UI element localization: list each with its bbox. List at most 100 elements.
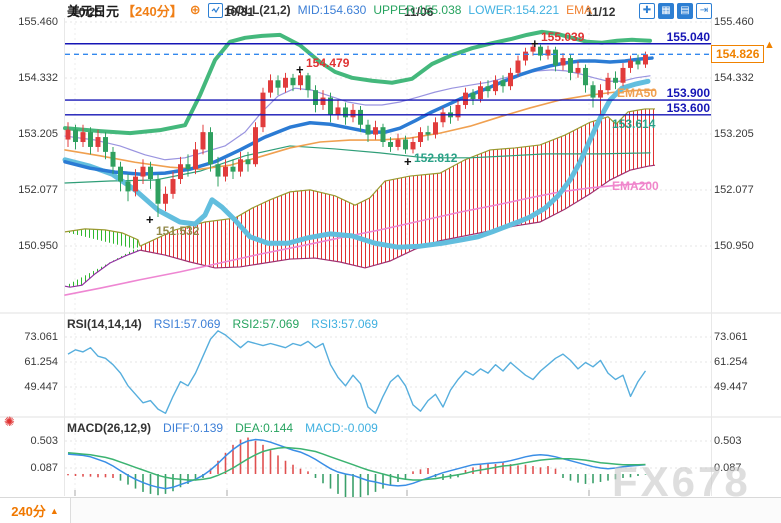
- level-price-label: 155.040: [666, 29, 710, 44]
- crosshair-marker: +: [531, 36, 539, 51]
- price-annotation: 152.812: [414, 151, 458, 165]
- y-axis-label: 73.061: [714, 331, 748, 343]
- candle-body: [215, 164, 221, 177]
- crosshair-marker: +: [296, 62, 304, 77]
- ema-indicator-label: EMA: [566, 3, 593, 17]
- candle-body: [155, 179, 161, 204]
- candle-body: [455, 104, 461, 118]
- symbol-title: 美元日元: [67, 3, 120, 19]
- rsi3-value: RSI3:57.069: [311, 317, 378, 331]
- y-axis-label: 61.254: [714, 356, 748, 368]
- candle-body: [178, 164, 183, 180]
- candle-body: [88, 132, 93, 147]
- candle-body: [553, 49, 558, 66]
- candle-body: [643, 54, 648, 65]
- period-selector-label: 240分: [11, 504, 46, 519]
- candle-body: [433, 122, 438, 135]
- grid-view-icon[interactable]: ▦: [658, 3, 674, 19]
- candle-body: [500, 80, 506, 87]
- price-annotation: 153.614: [612, 117, 656, 131]
- candle-body: [620, 67, 626, 83]
- scale-view-icon[interactable]: ▤: [677, 3, 693, 19]
- candle-body: [380, 127, 386, 143]
- candle-body: [343, 107, 348, 118]
- candle-body: [373, 127, 378, 135]
- candle-body: [320, 97, 326, 105]
- macd-params-label: MACD(26,12,9): [67, 421, 152, 435]
- y-axis-label: 61.254: [24, 356, 58, 368]
- macd-hist-value: MACD:-0.009: [305, 421, 378, 435]
- crosshair-marker: +: [404, 154, 412, 169]
- y-axis-label: 150.950: [714, 240, 754, 252]
- y-axis-label: 0.503: [30, 435, 58, 447]
- rsi1-value: RSI1:57.069: [153, 317, 221, 331]
- y-axis-label: 154.332: [714, 72, 754, 84]
- candle-body: [583, 67, 588, 86]
- candlestick-chart-icon[interactable]: [207, 2, 223, 18]
- boll-mid-value: MID:154.630: [297, 3, 367, 17]
- candle-body: [425, 132, 431, 135]
- candle-body: [590, 85, 596, 98]
- boll-lower-value: LOWER:154.221: [468, 3, 560, 17]
- candle-body: [418, 132, 423, 143]
- time-axis-bar: 240分 ▲: [0, 497, 781, 523]
- candle-body: [245, 159, 251, 165]
- add-indicator-icon[interactable]: ⊕: [189, 2, 201, 17]
- y-axis-label: 153.205: [18, 128, 58, 140]
- period-label: 【240分】: [122, 3, 183, 19]
- candle-body: [305, 75, 311, 91]
- candle-body: [260, 92, 266, 128]
- macd-header: MACD(26,12,9) DIFF:0.139 DEA:0.144 MACD:…: [67, 421, 378, 435]
- shift-chart-icon[interactable]: ⇥: [696, 3, 712, 19]
- rsi-params-label: RSI(14,14,14): [67, 317, 142, 331]
- macd-dea-line: [67, 446, 646, 481]
- macd-dea-value: DEA:0.144: [235, 421, 294, 435]
- y-axis-label: 152.077: [18, 184, 58, 196]
- candle-body: [290, 77, 296, 86]
- candle-body: [508, 72, 513, 87]
- candle-body: [538, 46, 543, 56]
- date-label: 10/25: [72, 5, 103, 19]
- candle-body: [313, 90, 318, 105]
- candle-body: [298, 75, 303, 86]
- level-price-label: 153.600: [666, 100, 710, 115]
- candle-body: [515, 60, 521, 73]
- candle-body: [410, 142, 416, 150]
- candle-body: [148, 166, 153, 180]
- ichimoku-cloud-bullish-bottom: [139, 164, 656, 269]
- crosshair-marker: +: [146, 212, 154, 227]
- candle-body: [530, 46, 536, 52]
- candle-body: [440, 112, 446, 123]
- candle-body: [110, 151, 116, 167]
- y-axis-label: 154.332: [18, 72, 58, 84]
- candle-body: [163, 193, 168, 204]
- y-axis-label: 150.950: [18, 240, 58, 252]
- indicator-settings-icon[interactable]: ✺: [4, 414, 15, 429]
- date-label: 10/31: [224, 5, 255, 19]
- y-axis-label: 0.087: [714, 462, 742, 474]
- candle-body: [223, 166, 228, 177]
- candle-body: [545, 49, 551, 56]
- ema-blue-line: [63, 56, 654, 176]
- ema200-line: [64, 182, 651, 296]
- candle-body: [635, 60, 641, 65]
- price-annotation: 154.479: [306, 56, 350, 70]
- level-price-label: 153.900: [666, 86, 710, 101]
- candle-body: [568, 58, 573, 73]
- crosshair-tool-icon[interactable]: ✚: [639, 3, 655, 19]
- ichimoku-cloud-bearish: [65, 228, 140, 288]
- candle-body: [238, 159, 243, 172]
- y-axis-label: 49.447: [714, 381, 748, 393]
- candle-body: [185, 164, 191, 170]
- candle-body: [118, 166, 123, 182]
- period-selector[interactable]: 240分 ▲: [0, 498, 71, 523]
- candle-body: [403, 139, 408, 150]
- boll-upper-line: [63, 29, 652, 136]
- y-axis-label: 152.077: [714, 184, 754, 196]
- candle-body: [493, 80, 498, 92]
- candle-body: [470, 92, 476, 100]
- period-selector-arrow-icon: ▲: [49, 505, 59, 516]
- candle-body: [575, 67, 581, 73]
- candle-body: [560, 58, 566, 66]
